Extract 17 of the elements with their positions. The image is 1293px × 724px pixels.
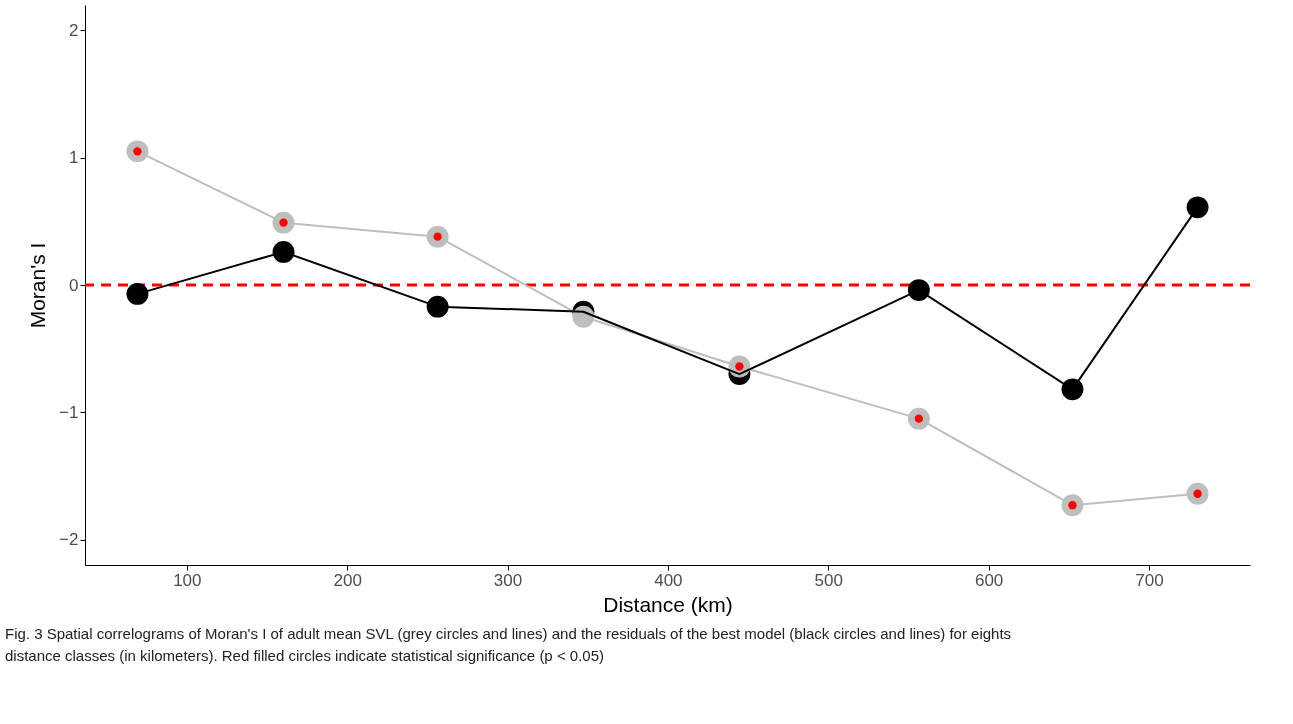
y-tick-label: 2 [69,20,79,40]
x-tick-label: 200 [333,570,362,590]
x-tick-label: 500 [814,570,843,590]
y-tick-label: 1 [69,148,79,168]
x-tick-label: 700 [1135,570,1164,590]
x-tick-label: 300 [493,570,523,590]
y-tick-label: −1 [59,402,79,422]
x-tick-label: 600 [974,570,1004,590]
y-tick-label: −2 [59,530,79,550]
y-axis-title: Moran's I [26,242,50,329]
caption: Fig. 3 Spatial correlograms of Moran's I of adult mean SVL (grey circles and lines) and the residuals of the best model (black circles and lines) for eights distance classes (in kilometers). Red filled circles indicate statistical significance (p < 0.05) [5,625,1012,664]
point [126,282,149,305]
x-axis-title: Distance (km) [603,592,733,616]
point [1186,196,1209,219]
x-tick-label: 400 [654,570,683,590]
y-tick-label: 0 [69,275,79,295]
x-tick-label: 100 [173,570,202,590]
